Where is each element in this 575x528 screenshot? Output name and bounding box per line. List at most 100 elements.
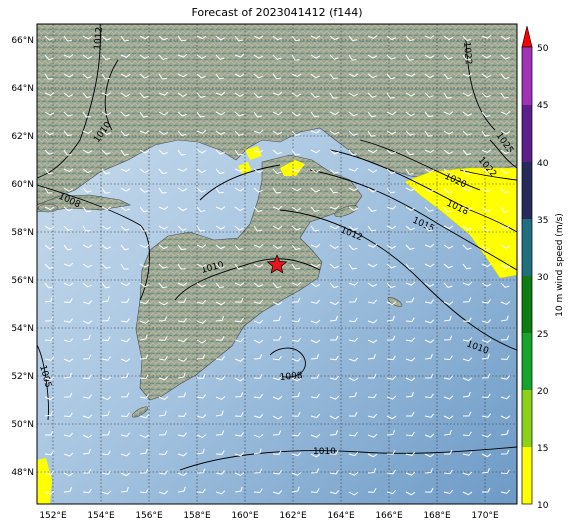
wind-barb-icon [101, 92, 112, 96]
wind-barb-icon [310, 73, 320, 79]
wind-barb-icon [310, 453, 321, 458]
wind-barb-icon [386, 375, 397, 380]
wind-barb-icon [253, 282, 264, 288]
wind-barb-icon [500, 449, 510, 455]
wind-barb-icon [215, 54, 225, 60]
wind-barb-icon [291, 92, 302, 97]
wind-barb-icon [481, 206, 491, 212]
lon-tick: 170°E [471, 511, 499, 521]
wind-barb-icon [329, 149, 339, 155]
wind-barb-icon [329, 92, 338, 99]
wind-barb-icon [120, 263, 129, 270]
wind-barb-icon [253, 73, 263, 79]
colorbar-segment [522, 390, 532, 447]
wind-barb-icon [120, 168, 131, 173]
wind-barb-icon [177, 338, 188, 343]
wind-barb-icon [481, 282, 492, 287]
wind-barb-icon [386, 35, 397, 41]
wind-barb-icon [63, 412, 73, 418]
wind-barb-icon [44, 470, 55, 476]
wind-barb-icon [158, 396, 169, 401]
wind-barb-icon [481, 92, 491, 98]
wind-barb-icon [139, 374, 149, 379]
wind-barb-icon [101, 225, 112, 230]
wind-barb-icon [310, 149, 321, 154]
colorbar-segment [522, 105, 532, 162]
wind-barb-icon [63, 472, 74, 477]
wind-barb-icon [253, 111, 263, 118]
lon-tick: 152°E [39, 511, 67, 521]
wind-barb-icon [158, 301, 169, 306]
wind-barb-icon [462, 357, 473, 362]
wind-barb-icon [272, 187, 281, 194]
wind-barb-icon [272, 490, 283, 495]
wind-barb-icon [500, 225, 511, 230]
wind-barb-icon [443, 469, 453, 475]
wind-barb-icon [82, 354, 92, 360]
wind-barb-icon [120, 318, 130, 323]
wind-barb-icon [234, 73, 245, 78]
wind-barb-icon [367, 319, 378, 324]
wind-barb-icon [500, 375, 511, 380]
wind-barb-icon [500, 92, 509, 99]
wind-barb-icon [158, 490, 169, 495]
wind-barb-icon [348, 206, 359, 211]
wind-barb-icon [329, 205, 340, 210]
colorbar-tick: 35 [537, 216, 548, 226]
wind-barb-icon [367, 92, 377, 98]
wind-barb-icon [272, 168, 282, 175]
lat-tick: 58°N [11, 228, 34, 238]
wind-barb-icon [443, 429, 452, 436]
wind-barb-icon [310, 339, 321, 344]
wind-barb-icon [291, 392, 301, 398]
wind-barb-icon [405, 35, 415, 42]
lon-tick: 166°E [375, 511, 403, 521]
colorbar-tick: 50 [537, 44, 549, 54]
wind-barb-icon [348, 130, 358, 136]
wind-barb-icon [63, 282, 74, 287]
wind-barb-icon [234, 472, 245, 477]
wind-barb-icon [158, 130, 169, 136]
wind-barb-icon [101, 450, 111, 456]
wind-barb-icon [45, 430, 54, 436]
wind-barb-icon [443, 375, 454, 380]
wind-barb-icon [310, 468, 320, 474]
wind-barb-icon [44, 376, 55, 381]
wind-barb-icon [329, 54, 339, 60]
wind-barb-icon [272, 130, 283, 135]
map-frame [36, 23, 518, 505]
wind-barb-icon [481, 453, 492, 458]
wind-barb-icon [196, 299, 207, 305]
wind-barb-icon [120, 244, 130, 251]
wind-barb-icon [462, 263, 472, 270]
wind-barb-icon [177, 53, 188, 58]
wind-barb-icon [177, 318, 187, 323]
isobar-label: 1008 [279, 371, 303, 383]
wind-barb-icon [367, 413, 378, 419]
wind-barb-icon [500, 168, 510, 174]
wind-barb-icon [253, 448, 262, 455]
wind-barb-icon [234, 111, 244, 117]
wind-barb-icon [215, 336, 225, 341]
wind-barb-icon [291, 149, 301, 156]
wind-barb-icon [177, 73, 188, 78]
wind-barb-icon [177, 432, 188, 437]
wind-barb-icon [139, 35, 150, 40]
wind-barb-icon [367, 73, 377, 79]
wind-barb-icon [500, 429, 509, 436]
wind-barb-icon [177, 263, 186, 270]
wind-barb-icon [291, 73, 302, 78]
wind-barb-icon [424, 353, 433, 360]
wind-barb-icon [215, 282, 225, 289]
wind-barb-icon [158, 336, 168, 341]
wind-barb-icon [196, 35, 207, 40]
wind-barb-icon [215, 316, 225, 322]
wind-barb-icon [424, 35, 435, 39]
wind-barb-icon [215, 450, 225, 455]
wind-barb-icon [481, 339, 492, 344]
lat-tick: 54°N [11, 324, 34, 334]
wind-barb-icon [63, 73, 74, 78]
wind-barb-icon [386, 263, 396, 269]
lon-tick: 160°E [231, 511, 259, 521]
lon-tick: 154°E [87, 511, 115, 521]
